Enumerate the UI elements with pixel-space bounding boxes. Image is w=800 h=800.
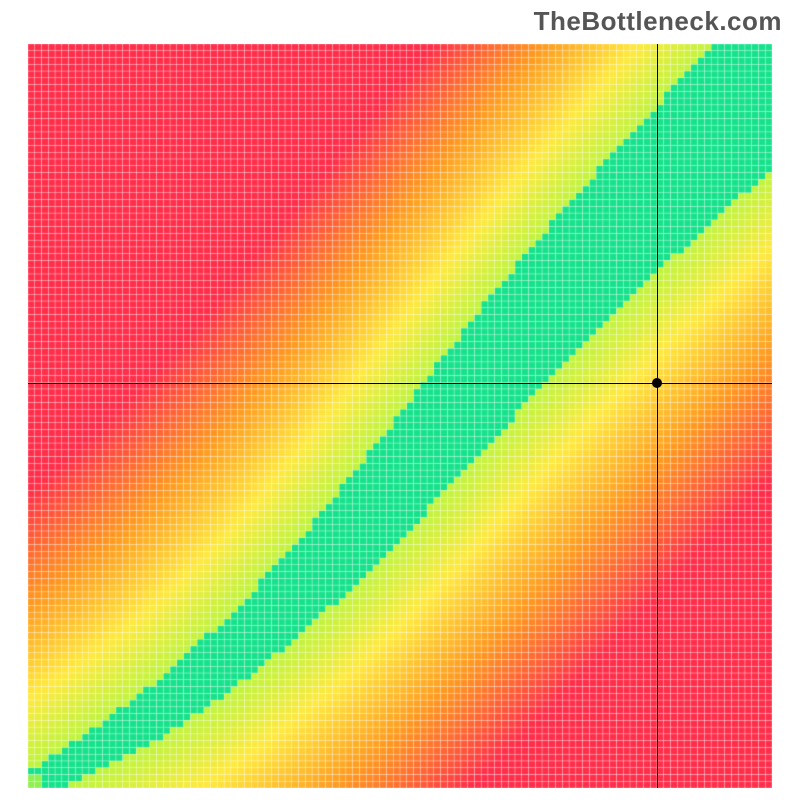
heatmap-canvas xyxy=(28,44,772,788)
crosshair-vertical xyxy=(657,44,658,788)
chart-container: TheBottleneck.com xyxy=(0,0,800,800)
heatmap-plot xyxy=(28,44,772,788)
watermark-text: TheBottleneck.com xyxy=(534,6,782,37)
crosshair-marker xyxy=(652,378,662,388)
